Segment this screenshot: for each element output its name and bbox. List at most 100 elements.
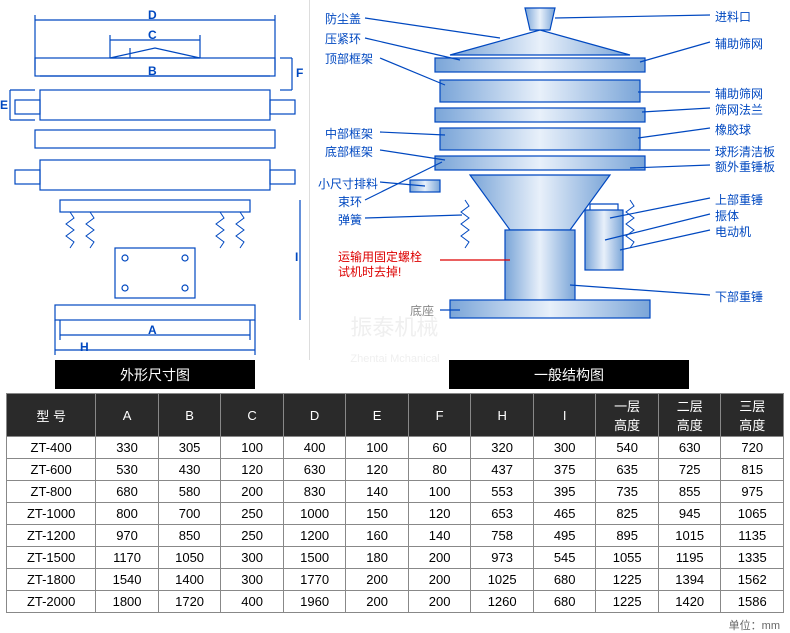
table-body: ZT-40033030510040010060320300540630720ZT… — [7, 437, 784, 613]
table-cell: 720 — [721, 437, 784, 459]
table-cell: 180 — [346, 547, 409, 569]
annot-inlet: 进料口 — [715, 8, 751, 25]
table-cell: 680 — [533, 591, 596, 613]
table-cell: ZT-2000 — [7, 591, 96, 613]
annot-vibrator: 振体 — [715, 207, 739, 224]
dimensional-diagram: D C B E F A H I — [0, 0, 310, 360]
table-cell: 540 — [596, 437, 659, 459]
table-row: ZT-800680580200830140100553395735855975 — [7, 481, 784, 503]
dim-i: I — [295, 250, 298, 264]
table-header-cell: E — [346, 394, 409, 437]
table-cell: 300 — [221, 547, 284, 569]
table-cell: 1335 — [721, 547, 784, 569]
dim-b: B — [148, 64, 157, 78]
annot-aux-screen2: 辅助筛网 — [715, 85, 763, 102]
annot-aux-screen1: 辅助筛网 — [715, 35, 763, 52]
annot-flange: 筛网法兰 — [715, 101, 763, 118]
annot-mid-frame: 中部框架 — [325, 125, 373, 142]
table-row: ZT-2000180017204001960200200126068012251… — [7, 591, 784, 613]
table-cell: 1586 — [721, 591, 784, 613]
table-cell: 395 — [533, 481, 596, 503]
table-cell: ZT-600 — [7, 459, 96, 481]
table-cell: 120 — [346, 459, 409, 481]
table-row: ZT-1200970850250120016014075849589510151… — [7, 525, 784, 547]
table-cell: 200 — [408, 569, 471, 591]
table-cell: 680 — [96, 481, 159, 503]
annot-press-ring: 压紧环 — [325, 30, 361, 47]
table-header-cell: C — [221, 394, 284, 437]
table-cell: 320 — [471, 437, 534, 459]
table-cell: 1420 — [658, 591, 721, 613]
table-cell: 680 — [533, 569, 596, 591]
watermark-sub: Zhentai Mchanical — [350, 353, 439, 365]
table-cell: 437 — [471, 459, 534, 481]
table-cell: 1394 — [658, 569, 721, 591]
spec-table: 型 号ABCDEFHI一层高度二层高度三层高度 ZT-4003303051004… — [6, 393, 784, 613]
table-cell: 1800 — [96, 591, 159, 613]
table-cell: 630 — [658, 437, 721, 459]
table-cell: 1260 — [471, 591, 534, 613]
annot-bot-frame: 底部框架 — [325, 143, 373, 160]
table-header-cell: H — [471, 394, 534, 437]
table-header-cell: 三层高度 — [721, 394, 784, 437]
table-cell: 850 — [158, 525, 221, 547]
table-header-cell: A — [96, 394, 159, 437]
table-cell: 375 — [533, 459, 596, 481]
table-cell: ZT-1500 — [7, 547, 96, 569]
annot-upper-hammer: 上部重锤 — [715, 191, 763, 208]
table-cell: ZT-400 — [7, 437, 96, 459]
table-cell: ZT-800 — [7, 481, 96, 503]
table-row: ZT-1800154014003001770200200102568012251… — [7, 569, 784, 591]
table-cell: 815 — [721, 459, 784, 481]
table-cell: 545 — [533, 547, 596, 569]
table-cell: 140 — [346, 481, 409, 503]
table-cell: 100 — [221, 437, 284, 459]
table-cell: 300 — [533, 437, 596, 459]
table-header-cell: F — [408, 394, 471, 437]
dim-a: A — [148, 323, 157, 337]
table-cell: 60 — [408, 437, 471, 459]
table-cell: 1400 — [158, 569, 221, 591]
table-cell: 825 — [596, 503, 659, 525]
table-header-cell: 型 号 — [7, 394, 96, 437]
table-cell: 200 — [408, 591, 471, 613]
annot-red2: 试机时去掉! — [338, 263, 401, 280]
table-row: ZT-1000800700250100015012065346582594510… — [7, 503, 784, 525]
table-header-cell: B — [158, 394, 221, 437]
table-cell: 973 — [471, 547, 534, 569]
table-cell: 1500 — [283, 547, 346, 569]
table-cell: 530 — [96, 459, 159, 481]
table-cell: 635 — [596, 459, 659, 481]
table-cell: 758 — [471, 525, 534, 547]
table-cell: 630 — [283, 459, 346, 481]
table-cell: 735 — [596, 481, 659, 503]
table-cell: 1000 — [283, 503, 346, 525]
table-cell: 553 — [471, 481, 534, 503]
table-cell: 430 — [158, 459, 221, 481]
table-cell: ZT-1000 — [7, 503, 96, 525]
table-cell: 725 — [658, 459, 721, 481]
table-cell: 1225 — [596, 591, 659, 613]
table-cell: 945 — [658, 503, 721, 525]
dim-e: E — [0, 98, 8, 112]
table-row: ZT-40033030510040010060320300540630720 — [7, 437, 784, 459]
table-cell: 150 — [346, 503, 409, 525]
table-cell: 465 — [533, 503, 596, 525]
dim-d: D — [148, 8, 157, 22]
table-cell: 895 — [596, 525, 659, 547]
table-cell: 1770 — [283, 569, 346, 591]
table-cell: 495 — [533, 525, 596, 547]
table-cell: 1225 — [596, 569, 659, 591]
table-cell: 1065 — [721, 503, 784, 525]
table-cell: 400 — [221, 591, 284, 613]
table-cell: 653 — [471, 503, 534, 525]
table-cell: 100 — [408, 481, 471, 503]
table-cell: 200 — [346, 569, 409, 591]
table-cell: 100 — [346, 437, 409, 459]
struct-diagram-svg — [310, 0, 790, 360]
annot-small-outlet: 小尺寸排料 — [318, 175, 378, 192]
table-cell: 975 — [721, 481, 784, 503]
unit-footer: 单位：mm — [0, 617, 790, 633]
structure-diagram: 防尘盖 压紧环 顶部框架 中部框架 底部框架 小尺寸排料 束环 弹簧 运输用固定… — [310, 0, 790, 360]
dim-c: C — [148, 28, 157, 42]
